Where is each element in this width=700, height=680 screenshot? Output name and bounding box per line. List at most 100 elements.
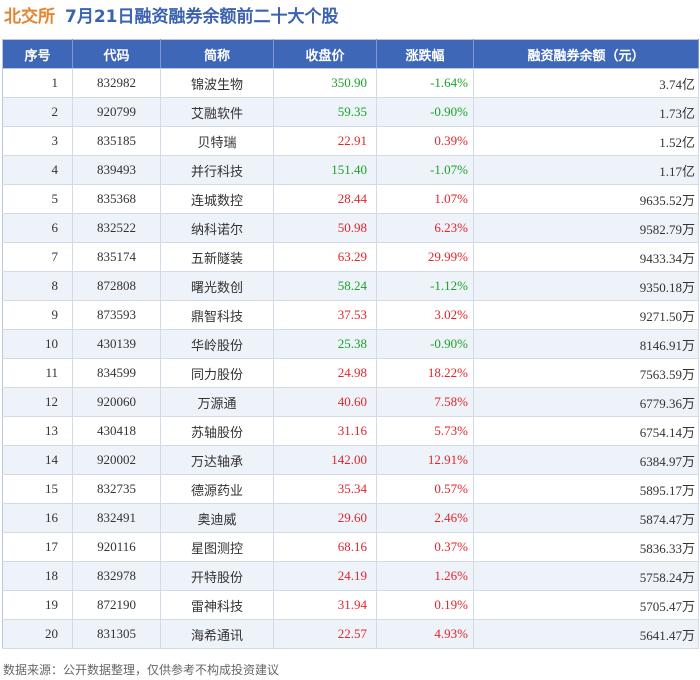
table-row: 13 430418 苏轴股份 31.16 5.73% 6754.14万 [2,416,699,446]
balance-cell: 5836.33万 [473,532,699,562]
stock-code-cell: 920799 [72,97,161,127]
stock-name-cell: 贝特瑞 [160,126,274,156]
change-cell: 29.99% [376,242,474,272]
stock-name-cell: 万达轴承 [160,445,274,475]
change-cell: -0.90% [376,329,474,359]
balance-cell: 8146.91万 [473,329,699,359]
row-index-cell: 17 [2,532,73,562]
table-row: 9 873593 鼎智科技 37.53 3.02% 9271.50万 [2,300,699,330]
change-cell: 18.22% [376,358,474,388]
stock-code-cell: 920116 [72,532,161,562]
balance-value: 9635.52 [639,192,682,208]
exchange-label: 北交所 [4,7,55,27]
balance-value: 9350.18 [639,279,682,295]
table-row: 6 832522 纳科诺尔 50.98 6.23% 9582.79万 [2,213,699,243]
row-index-cell: 3 [2,126,73,156]
stock-name-cell: 锦波生物 [160,68,274,98]
column-header-balance: 融资融券余额（元） [473,39,699,69]
stock-code-cell: 831305 [72,619,161,649]
table-row: 7 835174 五新隧装 63.29 29.99% 9433.34万 [2,242,699,272]
column-header-index: 序号 [2,39,73,69]
balance-unit: 万 [681,483,695,499]
balance-cell: 5895.17万 [473,474,699,504]
row-index-cell: 4 [2,155,73,185]
close-price-cell: 350.90 [273,68,377,98]
row-index-cell: 19 [2,590,73,620]
row-index-cell: 1 [2,68,73,98]
balance-unit: 万 [681,628,695,644]
balance-unit: 万 [681,512,695,528]
balance-value: 9271.50 [639,308,682,324]
stock-name-cell: 同力股份 [160,358,274,388]
column-header-close-price: 收盘价 [273,39,377,69]
balance-unit: 万 [681,425,695,441]
stock-code-cell: 873593 [72,300,161,330]
row-index-cell: 5 [2,184,73,214]
close-price-cell: 29.60 [273,503,377,533]
balance-cell: 5874.47万 [473,503,699,533]
stock-name-cell: 万源通 [160,387,274,417]
column-header-name: 简称 [160,39,274,69]
close-price-cell: 151.40 [273,155,377,185]
change-cell: -0.90% [376,97,474,127]
balance-unit: 万 [681,193,695,209]
row-index-cell: 20 [2,619,73,649]
table-row: 11 834599 同力股份 24.98 18.22% 7563.59万 [2,358,699,388]
balance-cell: 9582.79万 [473,213,699,243]
table-row: 4 839493 并行科技 151.40 -1.07% 1.17亿 [2,155,699,185]
stock-name-cell: 德源药业 [160,474,274,504]
margin-balance-table: 序号 代码 简称 收盘价 涨跌幅 融资融券余额（元） 1 832982 锦波生物 35… [2,39,699,649]
stock-name-cell: 艾融软件 [160,97,274,127]
table-row: 2 920799 艾融软件 59.35 -0.90% 1.73亿 [2,97,699,127]
change-cell: 0.39% [376,126,474,156]
balance-unit: 亿 [681,106,695,122]
balance-value: 3.74 [659,76,682,92]
change-cell: -1.07% [376,155,474,185]
close-price-cell: 59.35 [273,97,377,127]
stock-code-cell: 835174 [72,242,161,272]
stock-name-cell: 华岭股份 [160,329,274,359]
stock-name-cell: 纳科诺尔 [160,213,274,243]
balance-cell: 7563.59万 [473,358,699,388]
stock-name-cell: 曙光数创 [160,271,274,301]
balance-cell: 9433.34万 [473,242,699,272]
close-price-cell: 25.38 [273,329,377,359]
table-header-row: 序号 代码 简称 收盘价 涨跌幅 融资融券余额（元） [2,39,699,69]
change-cell: 4.93% [376,619,474,649]
balance-value: 1.73 [659,105,682,121]
balance-cell: 1.52亿 [473,126,699,156]
row-index-cell: 18 [2,561,73,591]
table-row: 16 832491 奥迪威 29.60 2.46% 5874.47万 [2,503,699,533]
stock-code-cell: 832978 [72,561,161,591]
balance-cell: 9350.18万 [473,271,699,301]
source-note: 数据来源：公开数据整理，仅供参考不构成投资建议 [3,663,280,677]
stock-code-cell: 920060 [72,387,161,417]
row-index-cell: 8 [2,271,73,301]
balance-cell: 6754.14万 [473,416,699,446]
column-header-change: 涨跌幅 [376,39,474,69]
close-price-cell: 35.34 [273,474,377,504]
stock-name-cell: 海希通讯 [160,619,274,649]
change-cell: 12.91% [376,445,474,475]
balance-unit: 万 [681,251,695,267]
balance-cell: 5758.24万 [473,561,699,591]
balance-unit: 万 [681,309,695,325]
change-cell: 6.23% [376,213,474,243]
change-cell: 3.02% [376,300,474,330]
page-title: 北交所 7月21日融资融券余额前二十大个股 [4,4,339,30]
table-row: 8 872808 曙光数创 58.24 -1.12% 9350.18万 [2,271,699,301]
close-price-cell: 24.98 [273,358,377,388]
balance-value: 5641.47 [639,627,682,643]
balance-unit: 万 [681,280,695,296]
balance-value: 7563.59 [639,366,682,382]
balance-value: 9582.79 [639,221,682,237]
stock-code-cell: 920002 [72,445,161,475]
stock-name-cell: 并行科技 [160,155,274,185]
change-cell: 1.07% [376,184,474,214]
headline: 7月21日融资融券余额前二十大个股 [65,7,339,27]
close-price-cell: 63.29 [273,242,377,272]
table-row: 14 920002 万达轴承 142.00 12.91% 6384.97万 [2,445,699,475]
balance-cell: 1.73亿 [473,97,699,127]
change-cell: 7.58% [376,387,474,417]
balance-cell: 5705.47万 [473,590,699,620]
